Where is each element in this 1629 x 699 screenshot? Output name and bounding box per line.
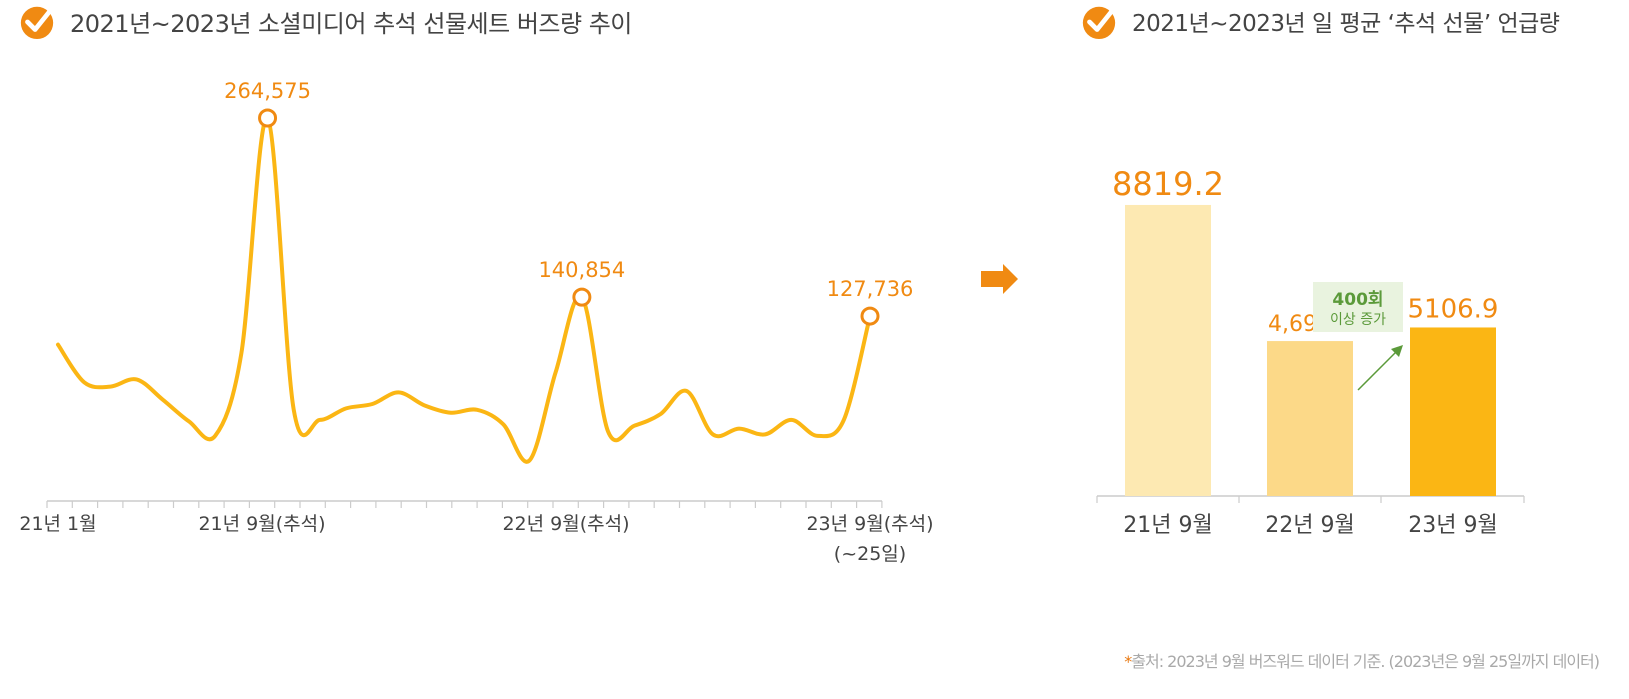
bar-category-label: 21년 9월 — [1123, 513, 1212, 538]
right-chart-title: 2021년~2023년 일 평균 ‘추석 선물’ 언급량 — [1080, 2, 1560, 40]
bar-category-label: 22년 9월 — [1265, 513, 1354, 538]
bar-value-label: 5106.9 — [1408, 294, 1499, 324]
bar — [1267, 341, 1353, 496]
left-title-text: 2021년~2023년 소셜미디어 추석 선물세트 버즈량 추이 — [70, 9, 632, 38]
callout-line2: 이상 증가 — [1330, 312, 1386, 328]
bar — [1125, 204, 1211, 496]
peak-marker — [860, 306, 880, 326]
bar — [1410, 327, 1496, 496]
bar-category-label: 23년 9월 — [1408, 513, 1497, 538]
increase-callout: 400회 이상 증가 — [1313, 282, 1403, 391]
source-note: *출처: 2023년 9월 버즈워드 데이터 기준. (2023년은 9월 25… — [1124, 648, 1600, 672]
bar-value-label: 8819.2 — [1112, 165, 1224, 203]
peak-label: 264,575 — [224, 79, 311, 103]
right-title-text: 2021년~2023년 일 평균 ‘추석 선물’ 언급량 — [1132, 11, 1560, 37]
peak-marker — [258, 108, 278, 128]
increase-arrow-line — [1357, 349, 1399, 391]
x-tick-label: (~25일) — [834, 543, 906, 565]
line-chart: 264,575 140,854 127,736 21년 1월 21년 9월(추석) … — [19, 79, 933, 565]
right-arrow-icon — [981, 264, 1018, 294]
peak-label: 127,736 — [827, 277, 914, 301]
x-tick-label: 23년 9월(추석) — [806, 513, 933, 535]
bar-category-labels: 21년 9월 22년 9월 23년 9월 — [1123, 513, 1497, 538]
check-circle-icon — [20, 6, 54, 40]
bar-axis-ticks — [1096, 496, 1525, 503]
check-circle-icon — [1082, 6, 1116, 40]
x-tick-label: 21년 9월(추석) — [198, 513, 325, 535]
peak-marker — [572, 287, 592, 307]
bars — [1125, 204, 1496, 496]
x-tick-labels: 21년 1월 21년 9월(추석) 22년 9월(추석) 23년 9월(추석) … — [19, 513, 933, 565]
increase-arrow-head — [1391, 345, 1403, 357]
source-text: 출처: 2023년 9월 버즈워드 데이터 기준. (2023년은 9월 25일… — [1131, 652, 1600, 671]
peak-markers: 264,575 140,854 127,736 — [224, 79, 914, 326]
x-tick-label: 22년 9월(추석) — [502, 513, 629, 535]
series-line — [56, 115, 872, 464]
x-tick-label: 21년 1월 — [19, 513, 96, 535]
callout-line1: 400회 — [1332, 290, 1383, 310]
peak-label: 140,854 — [538, 258, 625, 282]
source-star: * — [1124, 652, 1132, 671]
left-chart-title: 2021년~2023년 소셜미디어 추석 선물세트 버즈량 추이 — [18, 2, 632, 40]
callout-box — [1313, 282, 1403, 332]
x-axis-ticks — [46, 501, 883, 508]
